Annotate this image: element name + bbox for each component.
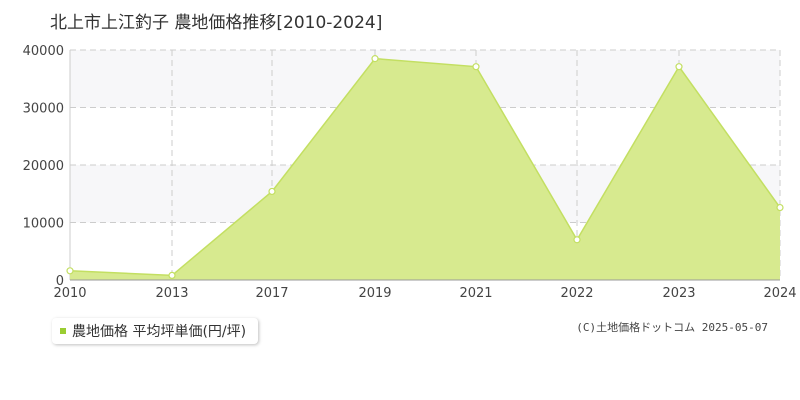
x-axis-ticks: 2010 2013 2017 2019 2021 2022 2023 2024 bbox=[53, 286, 796, 301]
data-point bbox=[66, 267, 74, 275]
series-area bbox=[70, 58, 780, 280]
x-tick-label: 2022 bbox=[560, 286, 593, 301]
data-point bbox=[268, 187, 276, 196]
y-tick-label: 0 bbox=[56, 274, 64, 289]
series-line bbox=[69, 57, 781, 277]
x-tick-label: 2023 bbox=[662, 286, 695, 301]
y-tick-label: 30000 bbox=[23, 102, 64, 117]
x-tick-label: 2017 bbox=[255, 286, 288, 301]
legend-swatch bbox=[60, 328, 66, 334]
chart-title: 北上市上江釣子 農地価格推移[2010-2024] bbox=[50, 13, 383, 33]
y-axis-ticks: 0 10000 20000 30000 40000 bbox=[23, 44, 64, 289]
x-tick-label: 2010 bbox=[53, 286, 86, 301]
legend: 農地価格 平均坪単価(円/坪) bbox=[52, 318, 259, 344]
x-tick-label: 2019 bbox=[358, 286, 391, 301]
data-point bbox=[168, 271, 176, 279]
copyright-text: (C)土地価格ドットコム 2025-05-07 bbox=[576, 321, 768, 334]
y-tick-label: 40000 bbox=[23, 44, 64, 59]
y-tick-label: 10000 bbox=[23, 217, 64, 232]
data-point bbox=[573, 236, 581, 244]
x-tick-label: 2013 bbox=[155, 286, 188, 301]
x-tick-label: 2021 bbox=[459, 286, 492, 301]
data-point bbox=[472, 63, 480, 71]
data-points bbox=[66, 55, 784, 279]
data-point bbox=[675, 63, 683, 71]
data-point bbox=[371, 55, 379, 63]
legend-label: 農地価格 平均坪単価(円/坪) bbox=[72, 324, 247, 340]
x-tick-label: 2024 bbox=[763, 286, 796, 301]
data-point bbox=[776, 203, 784, 212]
y-tick-label: 20000 bbox=[23, 159, 64, 174]
